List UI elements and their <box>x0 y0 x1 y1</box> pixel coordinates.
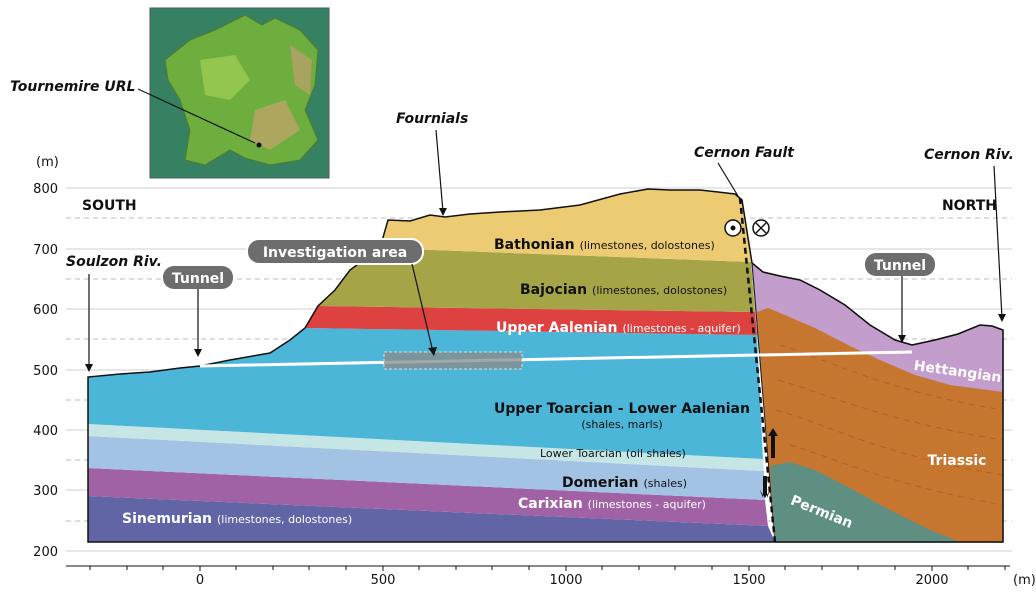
tunnel-south-callout: Tunnel <box>163 266 233 357</box>
x-tick-500: 500 <box>371 573 396 588</box>
tunnel-north-callout: Tunnel <box>865 253 935 343</box>
tournemire-marker <box>256 142 262 148</box>
tunnel-line <box>199 350 913 368</box>
north-block <box>751 261 1004 543</box>
investigation-area-label: Investigation area <box>263 245 407 261</box>
y-tick-800: 800 <box>33 182 58 197</box>
sinemurian-layer <box>88 496 775 542</box>
carixian-label: Carixian (limestones - aquifer) <box>518 496 706 512</box>
x-tick-2000: 2000 <box>915 573 948 588</box>
y-tick-700: 700 <box>33 243 58 258</box>
y-tick-600: 600 <box>33 303 58 318</box>
cernon-river-pointer <box>993 165 1003 319</box>
tunnel-south-label: Tunnel <box>172 271 224 287</box>
carixian-layer <box>88 468 768 526</box>
x-axis-ticks <box>89 566 1006 571</box>
investigation-area-callout: Investigation area <box>246 238 437 356</box>
x-axis-unit: (m) <box>1013 573 1036 588</box>
soulzon-river-label: Soulzon Riv. <box>66 254 162 270</box>
bathonian-label: Bathonian (limestones, dolostones) <box>494 237 715 253</box>
tournemire-label: Tournemire URL <box>10 79 135 95</box>
tunnel-north-label: Tunnel <box>874 258 926 274</box>
fournials-pointer <box>435 129 444 213</box>
triassic-strata-lines <box>775 344 1004 506</box>
cernon-river-label: Cernon Riv. <box>924 147 1014 163</box>
domerian-label: Domerian (shales) <box>562 475 687 491</box>
y-tick-400: 400 <box>33 424 58 439</box>
upper-aalenian-layer <box>305 306 757 335</box>
triassic-label: Triassic <box>928 453 987 469</box>
y-axis-unit: (m) <box>36 155 59 170</box>
upper-toarcian-label: Upper Toarcian - Lower Aalenian <box>494 401 750 417</box>
north-label: NORTH <box>942 198 997 214</box>
x-tick-0: 0 <box>196 573 204 588</box>
topography-outline <box>87 188 1004 543</box>
domerian-layer <box>88 436 765 500</box>
permian-layer <box>770 462 960 542</box>
tournemire-pointer <box>137 88 256 144</box>
france-inset-map <box>149 7 330 179</box>
y-tick-300: 300 <box>33 484 58 499</box>
investigation-area-box <box>383 351 523 370</box>
cernon-fault-line <box>738 197 777 543</box>
x-tick-1500: 1500 <box>732 573 765 588</box>
south-block <box>88 189 775 542</box>
cernon-fault-pointer <box>717 162 739 197</box>
upper-toarcian-layer <box>88 328 763 459</box>
upper-aalenian-label: Upper Aalenian (limestones - aquifer) <box>496 320 741 336</box>
upper-toarcian-desc: (shales, marls) <box>581 418 662 431</box>
bathonian-layer <box>380 189 751 262</box>
fournials-label: Fournials <box>396 111 468 127</box>
fault-slip-symbols <box>724 219 770 237</box>
x-tick-1000: 1000 <box>549 573 582 588</box>
lower-toarcian-layer <box>88 424 764 471</box>
y-tick-200: 200 <box>33 545 58 560</box>
bajocian-label: Bajocian (limestones, dolostones) <box>520 282 727 298</box>
bajocian-layer <box>318 248 755 312</box>
fault-movement-arrows <box>760 428 778 498</box>
sinemurian-label: Sinemurian (limestones, dolostones) <box>122 511 352 527</box>
cernon-fault-label: Cernon Fault <box>694 145 795 161</box>
south-label: SOUTH <box>82 198 137 214</box>
y-tick-500: 500 <box>33 364 58 379</box>
lower-toarcian-label: Lower Toarcian (oil shales) <box>540 447 686 460</box>
